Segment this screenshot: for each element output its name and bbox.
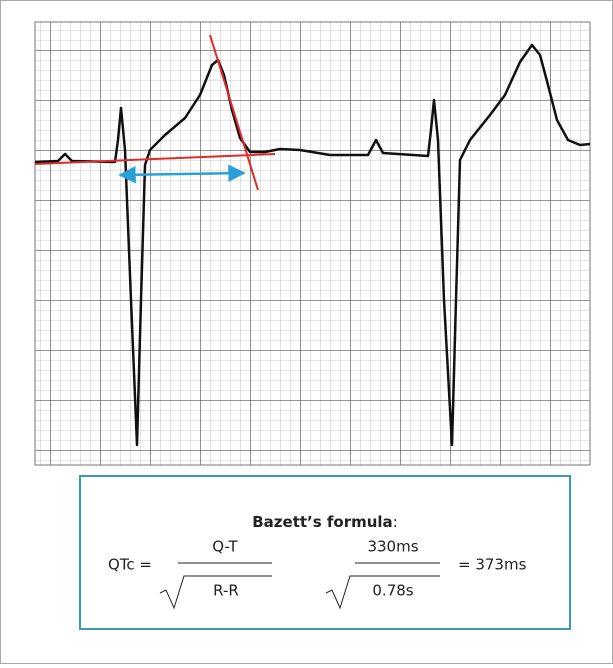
lhs: QTc = — [108, 556, 152, 574]
ecg — [35, 22, 590, 465]
denominator: R-R — [213, 582, 239, 600]
value-denominator: 0.78s — [372, 582, 413, 600]
result: = 373ms — [458, 556, 527, 574]
figure: Bazett’s formula: QTc = Q-T R-R 330ms 0.… — [0, 0, 613, 664]
formula-title: Bazett’s formula: — [252, 513, 398, 531]
value-numerator: 330ms — [367, 538, 418, 556]
title-suffix: : — [393, 513, 398, 531]
formula-box: Bazett’s formula: QTc = Q-T R-R 330ms 0.… — [80, 476, 570, 629]
numerator: Q-T — [212, 538, 238, 556]
title: Bazett’s formula — [252, 513, 392, 531]
box — [80, 476, 570, 629]
